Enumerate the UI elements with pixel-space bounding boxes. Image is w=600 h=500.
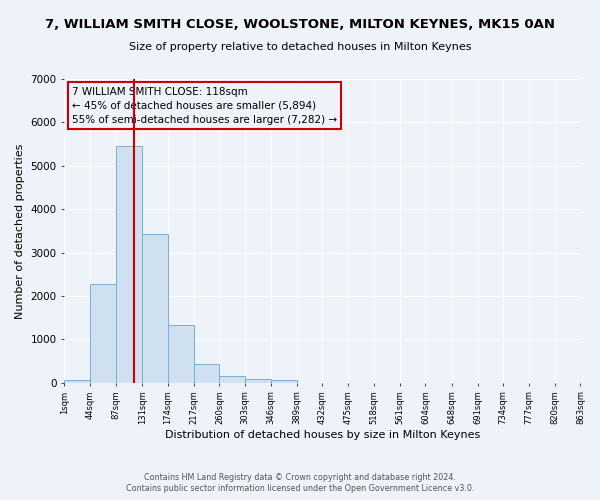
Bar <box>168 324 194 383</box>
Text: 7, WILLIAM SMITH CLOSE, WOOLSTONE, MILTON KEYNES, MK15 0AN: 7, WILLIAM SMITH CLOSE, WOOLSTONE, MILTO… <box>45 18 555 30</box>
Y-axis label: Number of detached properties: Number of detached properties <box>15 143 25 318</box>
Bar <box>116 146 142 383</box>
Bar <box>64 380 90 383</box>
Text: Contains HM Land Registry data © Crown copyright and database right 2024.: Contains HM Land Registry data © Crown c… <box>144 472 456 482</box>
Bar <box>220 376 245 383</box>
Bar <box>194 364 220 383</box>
Bar <box>90 284 116 383</box>
Bar <box>245 380 271 383</box>
Bar <box>271 380 296 383</box>
X-axis label: Distribution of detached houses by size in Milton Keynes: Distribution of detached houses by size … <box>165 430 480 440</box>
Text: Size of property relative to detached houses in Milton Keynes: Size of property relative to detached ho… <box>129 42 471 52</box>
Text: 7 WILLIAM SMITH CLOSE: 118sqm
← 45% of detached houses are smaller (5,894)
55% o: 7 WILLIAM SMITH CLOSE: 118sqm ← 45% of d… <box>72 86 337 124</box>
Bar <box>142 234 168 383</box>
Text: Contains public sector information licensed under the Open Government Licence v3: Contains public sector information licen… <box>126 484 474 493</box>
